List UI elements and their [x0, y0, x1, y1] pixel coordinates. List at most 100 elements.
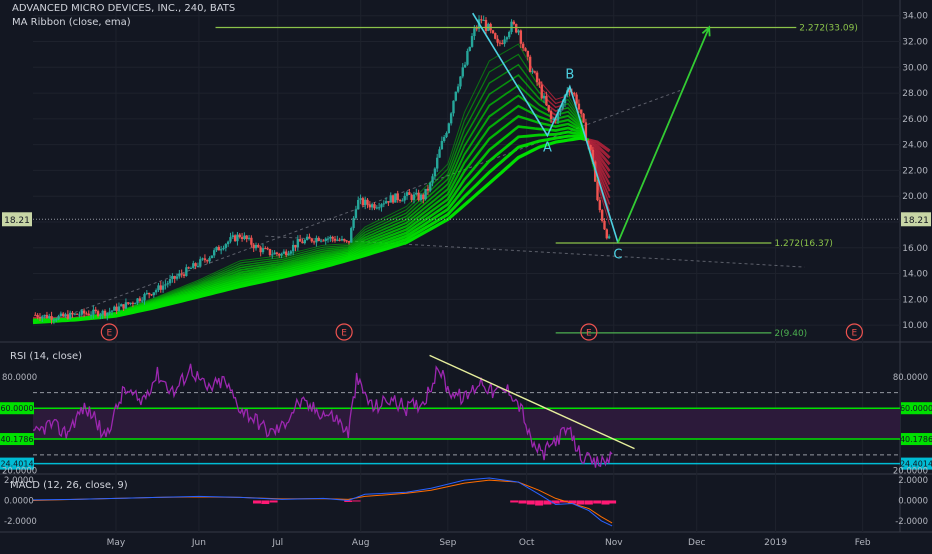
- candle-body: [387, 201, 390, 203]
- candle-body: [436, 157, 439, 169]
- macd-histogram-bar-3: [344, 500, 353, 502]
- fib-level-label-0: 2.272(33.09): [799, 23, 858, 33]
- price-tick-label: 20.00: [902, 192, 928, 202]
- candle-body: [503, 39, 506, 44]
- price-badge-left-bg: [2, 212, 32, 227]
- candle-body: [380, 204, 383, 208]
- price-tick-label: 28.00: [902, 89, 928, 99]
- candle-body: [273, 252, 276, 255]
- candle-body: [240, 237, 244, 240]
- candle-body: [71, 312, 74, 315]
- candle-body: [415, 192, 418, 195]
- candle-body: [73, 313, 77, 315]
- candle-body: [368, 204, 372, 208]
- time-tick-label: Aug: [352, 538, 370, 548]
- macd-histogram-bar-14: [584, 500, 593, 505]
- candle-body: [573, 92, 576, 95]
- candle-body: [161, 285, 165, 290]
- candle-body: [82, 310, 86, 314]
- candle-body: [210, 255, 214, 259]
- macd-histogram-bar-4: [352, 500, 361, 502]
- time-tick-label: Dec: [688, 538, 705, 548]
- time-tick-label: 2019: [764, 538, 787, 548]
- target-arrow-line: [617, 26, 711, 243]
- candle-body: [152, 292, 155, 296]
- candle-body: [440, 141, 444, 150]
- earnings-marker-3: [845, 323, 863, 341]
- candle-body: [296, 239, 300, 248]
- wave-label-a: A: [543, 141, 552, 156]
- candle-body: [547, 105, 550, 111]
- macd-line: [32, 477, 613, 527]
- candle-body: [154, 290, 158, 293]
- earnings-marker-label-0: E: [106, 329, 112, 339]
- candle-body: [494, 33, 497, 39]
- candle-body: [41, 316, 44, 319]
- candle-body: [226, 241, 230, 245]
- candle-body: [134, 303, 137, 305]
- macd-tick-label-left-2: -2.0000: [4, 517, 37, 527]
- ma-ribbon-line-1-1: [91, 53, 540, 317]
- candle-body: [229, 237, 232, 242]
- candle-body: [429, 182, 432, 191]
- candle-body: [308, 236, 311, 239]
- candle-body: [34, 314, 37, 316]
- candle-body: [589, 145, 592, 150]
- candle-body: [215, 246, 218, 251]
- rsi-level-badge-left-2: [0, 457, 34, 470]
- candle-body: [217, 246, 221, 251]
- candle-body: [45, 314, 49, 319]
- rsi-level-label-right-0: 60.0000: [900, 404, 932, 413]
- macd-histogram-bar-12: [568, 500, 577, 504]
- candle-body: [540, 84, 543, 99]
- macd-histogram-bar-7: [526, 500, 535, 505]
- candle-body: [278, 253, 281, 256]
- candle-body: [87, 313, 90, 316]
- candle-body: [568, 90, 571, 93]
- candle-body: [459, 76, 462, 87]
- candle-body: [538, 82, 541, 85]
- candle-body: [361, 198, 365, 206]
- candle-body: [512, 21, 516, 25]
- candle-body: [473, 28, 476, 37]
- ma-ribbon-line-2-1: [91, 63, 544, 317]
- candle-body: [92, 309, 95, 315]
- candle-body: [189, 267, 193, 269]
- candle-body: [347, 241, 351, 243]
- candle-body: [298, 239, 302, 242]
- candle-body: [147, 292, 151, 295]
- candle-body: [559, 108, 562, 113]
- candle-body: [206, 260, 209, 262]
- candle-body: [366, 199, 369, 205]
- candle-body: [310, 238, 313, 242]
- time-tick-label: Nov: [605, 538, 623, 548]
- candle-body: [596, 181, 599, 201]
- candle-body: [447, 123, 451, 134]
- macd-histogram-bar-16: [601, 500, 610, 505]
- candle-body: [199, 259, 202, 266]
- candle-body: [268, 249, 272, 256]
- rsi-level-label-left-1: 40.1786: [0, 435, 33, 444]
- candle-body: [438, 149, 441, 158]
- candle-body: [145, 292, 149, 294]
- rsi-panel: 60.0000 60.0000 40.1786 40.1786 24.4014 24.40…: [0, 354, 932, 470]
- candle-body: [108, 311, 111, 313]
- candle-body: [222, 248, 225, 250]
- macd-tick-label-1: 0.0000: [898, 496, 928, 506]
- candle-body: [245, 235, 248, 240]
- candle-body: [514, 24, 518, 33]
- candle-body: [505, 37, 509, 40]
- ma-ribbon-line-11-1: [588, 138, 611, 153]
- ma-ribbon-line-0-4: [596, 183, 611, 225]
- macd-histogram-bar-13: [576, 500, 585, 505]
- candle-body: [549, 110, 553, 120]
- candle-body: [466, 50, 469, 65]
- candle-body: [542, 95, 546, 99]
- rsi-band: [33, 408, 900, 440]
- candle-body: [243, 235, 246, 240]
- candle-body: [603, 220, 606, 230]
- candle-body: [375, 207, 379, 209]
- rsi-level-badge-left-0: [0, 402, 34, 415]
- candle-body: [224, 244, 228, 249]
